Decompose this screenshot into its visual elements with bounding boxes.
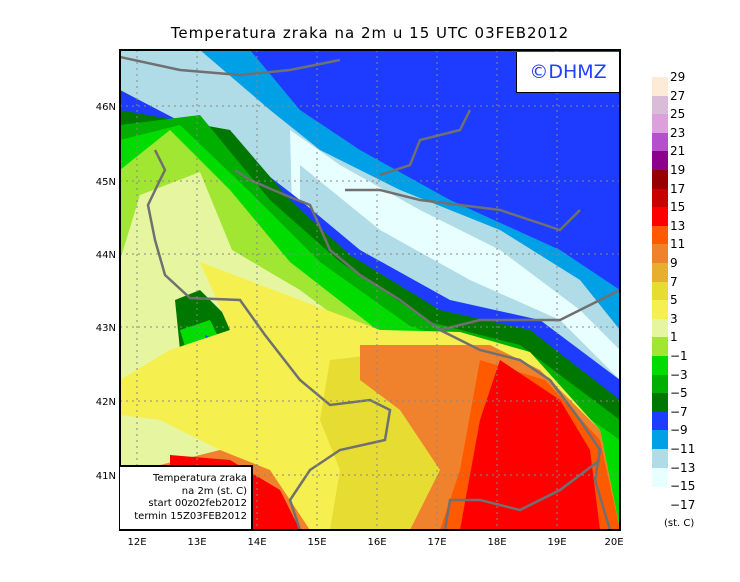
legend-swatch <box>652 244 668 264</box>
legend-label: 7 <box>670 274 678 289</box>
legend-label: 5 <box>670 293 678 308</box>
grid-lines <box>120 50 620 530</box>
lon-label: 12E <box>127 537 146 548</box>
legend-label: −1 <box>670 349 688 363</box>
legend-label: 19 <box>670 163 686 177</box>
legend-label: −11 <box>670 442 696 456</box>
lon-label: 13E <box>187 537 206 548</box>
lon-label: 14E <box>247 537 266 548</box>
legend-swatch <box>652 374 668 394</box>
lon-label: 15E <box>307 537 326 548</box>
info-line: Temperatura zraka <box>153 473 247 484</box>
lon-label: 20E <box>604 537 623 548</box>
legend-swatch <box>652 114 668 134</box>
legend-swatch <box>652 132 668 152</box>
lon-label: 19E <box>547 537 566 548</box>
info-box: Temperatura zraka na 2m (st. C) start 00… <box>120 465 253 529</box>
lat-label: 42N <box>96 397 116 408</box>
legend-swatch <box>652 393 668 413</box>
info-line: na 2m (st. C) <box>181 485 247 497</box>
legend-swatch <box>652 318 668 338</box>
lon-label: 16E <box>367 537 386 548</box>
legend-swatch <box>652 77 668 97</box>
legend-label: 17 <box>670 181 686 196</box>
legend-label: −5 <box>670 386 688 401</box>
legend-label: 9 <box>670 256 678 270</box>
lat-label: 41N <box>96 471 116 482</box>
legend-swatch <box>652 225 668 245</box>
legend-label: 15 <box>670 200 686 215</box>
map-title: Temperatura zraka na 2m u 15 UTC 03FEB20… <box>170 24 570 42</box>
legend-label: −7 <box>670 404 688 419</box>
legend-swatch <box>652 151 668 171</box>
legend-swatch <box>652 449 668 469</box>
legend-swatch <box>652 411 668 431</box>
legend-swatch <box>652 188 668 208</box>
coastlines-borders <box>120 55 620 530</box>
legend-label: 11 <box>670 237 686 252</box>
legend-label: −13 <box>670 460 696 475</box>
legend-label: 1 <box>670 330 678 345</box>
legend-label: −17 <box>670 497 696 512</box>
legend-label: 27 <box>670 88 686 103</box>
legend-label: −15 <box>670 479 696 494</box>
legend-label: 25 <box>670 107 686 122</box>
lat-label: 44N <box>96 250 116 261</box>
lat-axis: 46N 45N 44N 43N 42N 41N <box>96 102 116 482</box>
legend-label: 29 <box>670 70 686 84</box>
info-line: start 00z02feb2012 <box>148 498 247 509</box>
legend-label: 3 <box>670 311 678 326</box>
legend-swatch <box>652 337 668 357</box>
dhmz-logo: ©DHMZ <box>516 52 619 93</box>
legend-swatch <box>652 430 668 450</box>
legend-label: −3 <box>670 367 688 382</box>
legend-unit: (st. C) <box>664 518 695 529</box>
lat-label: 45N <box>96 177 116 188</box>
legend-swatch <box>652 281 668 301</box>
legend-label: 23 <box>670 125 686 140</box>
legend-swatch <box>652 300 668 320</box>
legend-swatch <box>652 207 668 227</box>
temperature-field <box>120 50 620 530</box>
lon-axis: 12E 13E 14E 15E 16E 17E 18E 19E 20E <box>127 537 623 548</box>
legend-swatch <box>652 263 668 283</box>
legend-swatch <box>652 170 668 190</box>
lon-label: 17E <box>427 537 446 548</box>
legend-label: 21 <box>670 144 686 159</box>
legend-label: 13 <box>670 218 686 233</box>
legend-swatch <box>652 95 668 115</box>
info-line: termin 15Z03FEB2012 <box>134 510 247 522</box>
lon-label: 18E <box>487 537 506 548</box>
lat-label: 46N <box>96 102 116 113</box>
legend-swatch <box>652 467 668 487</box>
legend-label: −9 <box>670 423 688 438</box>
map-frame <box>119 49 621 531</box>
lat-label: 43N <box>96 323 116 334</box>
legend-swatch <box>652 356 668 376</box>
